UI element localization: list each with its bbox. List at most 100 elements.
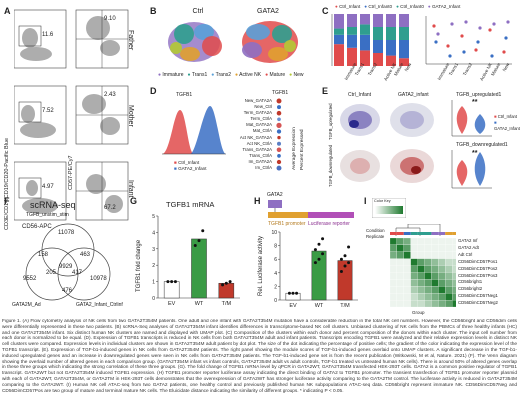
c-xlabel-dot-2: Trans2 [461, 62, 474, 77]
i-row-label: GATA2 Inf [458, 238, 478, 243]
i-annot-6 [431, 232, 439, 235]
i-annot-5 [424, 232, 432, 235]
ridge-legend: ■ Ctrl_Infant ■ GATA2_Infant [174, 160, 207, 172]
e-violin-title-bottom: TGFB_downregulated1 [456, 142, 508, 148]
i-cell-2-8 [445, 251, 453, 259]
i-cell-1-1 [396, 244, 404, 252]
c-stack-seg-4-0 [386, 55, 396, 66]
i-cell-2-0 [390, 251, 398, 259]
h-gata2-box [268, 200, 282, 208]
g-point-0-2 [173, 280, 177, 284]
i-cell-1-5 [424, 244, 432, 252]
i-cell-1-6 [431, 244, 439, 252]
venn-set-b: GATA2M_Ad [12, 302, 41, 308]
figure-caption: Figure 1. (A) Flow cytometry analysis of… [2, 319, 517, 394]
i-cell-3-9 [451, 258, 456, 266]
i-cell-7-0 [390, 286, 398, 294]
h-ytick-label: 8 [274, 244, 277, 250]
venn-diagram [25, 223, 111, 301]
c-stack-seg-3-2 [373, 27, 383, 40]
i-replicate-label: Replicate [366, 233, 385, 239]
c-stack-seg-2-0 [360, 50, 370, 66]
i-cell-1-4 [417, 244, 425, 252]
dot-mark-11 [276, 165, 282, 171]
i-cell-9-4 [417, 299, 425, 308]
i-cell-3-0 [390, 258, 398, 266]
g-ylabel: TGFB1 fold change [136, 214, 144, 294]
i-cell-5-8 [445, 272, 453, 280]
h-label-luciferase: Luciferase reporter [308, 221, 350, 227]
i-cell-8-4 [417, 293, 425, 301]
dot-row-label: Trans_CtrlA [249, 152, 272, 158]
dot-row-label: Mat_GATA2A [246, 122, 272, 128]
ridge-title: TGFB1 [176, 92, 193, 98]
i-cell-0-2 [403, 237, 411, 246]
mother-gate-pct: 7.52 [42, 108, 54, 114]
flow-row-father [14, 9, 129, 69]
i-cell-5-2 [403, 272, 411, 280]
h-ytick-label: 10 [271, 230, 277, 236]
i-cell-7-1 [396, 286, 404, 294]
venn-c-only: 10978 [90, 276, 107, 282]
ridge-legend-ctrl: ■ Ctrl_Infant [174, 160, 200, 165]
h-ytick-label: 2 [274, 284, 277, 290]
dot-row-label: Act NK_CtrlA [246, 140, 272, 146]
e-violin-legend-gata2: ■ GATA2_Infant [494, 120, 520, 131]
h-xtick-label-2: T/M [340, 303, 350, 309]
umap-legend: ● Immature ● Trans1 ● Trans2 ● Active NK… [158, 72, 318, 78]
dot-mark-4 [276, 122, 282, 129]
dot-row-label: Mat_CtrlA [252, 128, 272, 134]
i-cell-7-3 [410, 286, 418, 294]
h-ytick-label: 6 [274, 257, 277, 263]
g-ytick-label: 3 [152, 247, 155, 253]
h-point-2-1 [343, 264, 347, 268]
e-sig-bottom: ** [472, 150, 478, 157]
dot-mark-8 [276, 147, 282, 153]
g-point-1-0 [193, 244, 197, 248]
legend-mature: ● Mature [265, 72, 286, 78]
dot-mark-1 [277, 105, 281, 110]
c-legend-2: ● Ctrl_Infant0 [396, 4, 424, 9]
i-cell-2-5 [424, 251, 432, 259]
dot-row-label: New_Ctrl [254, 104, 272, 110]
i-cell-8-5 [424, 293, 432, 301]
i-cell-7-2 [403, 286, 411, 294]
row-label-father: Father [127, 30, 134, 51]
dot-ylabel-right: Average Expression [292, 100, 300, 172]
venn-ac: 463 [80, 252, 91, 258]
infant-gate-pct: 4.97 [42, 184, 54, 190]
i-row-label: CD56DimCD57Pos1 [458, 258, 498, 264]
i-annot-4 [417, 232, 425, 235]
c-stack-seg-2-3 [360, 14, 370, 25]
i-cell-0-7 [438, 237, 446, 246]
ridge-plot [162, 106, 226, 155]
h-bar-chart: 0 2 4 6 8 10 EV WT T/M [271, 230, 358, 309]
i-cell-2-6 [431, 251, 439, 259]
ridge-legend-gata2: ■ GATA2_Infant [174, 166, 207, 171]
i-annot-9 [452, 232, 456, 235]
c-stack-seg-0-3 [334, 14, 344, 29]
panel-f-label: F [4, 196, 10, 206]
c-stack-seg-3-3 [373, 14, 383, 27]
panel-a-label: A [4, 6, 11, 16]
venn-center-left: 205 [46, 270, 57, 276]
panel-a-xlabel: CD56-APC [22, 224, 52, 230]
i-cell-6-6 [431, 279, 439, 287]
c-stack-seg-4-3 [386, 14, 396, 27]
panel-i-label: I [364, 196, 367, 206]
mother-q-top: 2.43 [104, 92, 116, 98]
i-cell-1-9 [451, 244, 456, 252]
h-ylabel: Rel. Luciferase activity [258, 228, 266, 298]
i-cell-1-8 [445, 244, 453, 252]
c-stack-seg-2-1 [360, 34, 370, 51]
dot-mark-3 [277, 117, 281, 122]
panel-c-xlabels: Immature Trans1 Trans2 Active NK Mature … [332, 62, 512, 82]
panel-c-dot-plot [425, 16, 512, 65]
c-stack-seg-1-3 [347, 14, 357, 27]
c-stack-seg-4-2 [386, 27, 396, 40]
i-cell-4-7 [438, 265, 446, 273]
row-label-mother: Mother [127, 105, 134, 127]
g-point-0-0 [166, 280, 170, 284]
dot-row-label: New_GATA2A [244, 98, 272, 103]
i-cell-3-6 [431, 258, 439, 266]
